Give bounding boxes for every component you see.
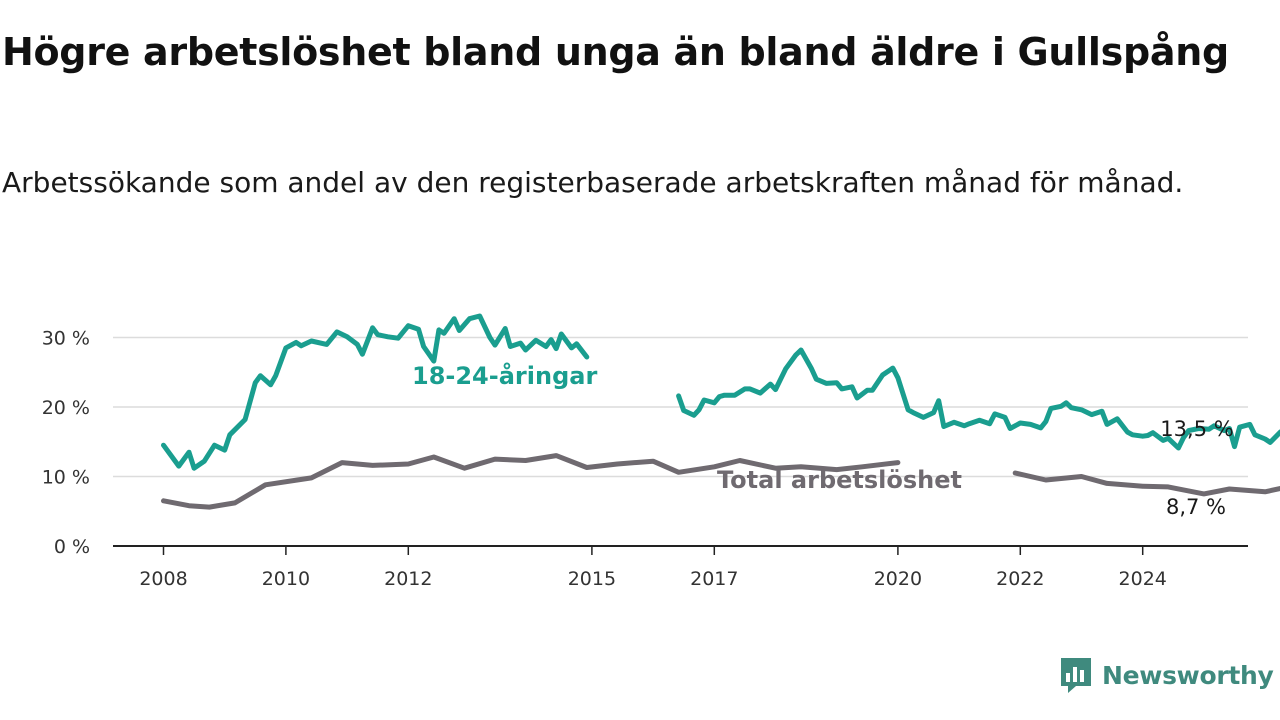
x-tick-label: 2022 <box>996 568 1044 590</box>
x-tick-label: 2010 <box>262 568 310 590</box>
y-tick-label: 10 % <box>42 467 90 489</box>
y-tick-label: 30 % <box>42 328 90 350</box>
brand-name: Newsworthy <box>1102 660 1274 690</box>
newsworthy-logo: Newsworthy <box>1058 654 1274 696</box>
series-line <box>161 453 901 510</box>
chart-subtitle: Arbetssökande som andel av den registerb… <box>2 166 1184 199</box>
y-tick-label: 20 % <box>42 397 90 419</box>
x-tick-label: 2024 <box>1119 568 1167 590</box>
chart-title: Högre arbetslöshet bland unga än bland ä… <box>2 30 1229 74</box>
series-line <box>161 313 590 471</box>
x-tick-label: 2020 <box>874 568 922 590</box>
series-label-youth: 18-24-åringar <box>412 361 597 390</box>
series-line <box>676 347 1280 451</box>
x-tick-label: 2017 <box>690 568 738 590</box>
series-line <box>1012 470 1280 497</box>
x-tick-label: 2012 <box>384 568 432 590</box>
y-tick-label: 0 % <box>54 536 90 558</box>
x-tick-label: 2015 <box>568 568 616 590</box>
series-label-total: Total arbetslöshet <box>717 466 962 494</box>
newsworthy-logo-icon <box>1061 658 1091 693</box>
end-label-total: 8,7 % <box>1166 495 1226 519</box>
end-label-youth: 13,5 % <box>1160 417 1233 441</box>
x-tick-label: 2008 <box>139 568 187 590</box>
